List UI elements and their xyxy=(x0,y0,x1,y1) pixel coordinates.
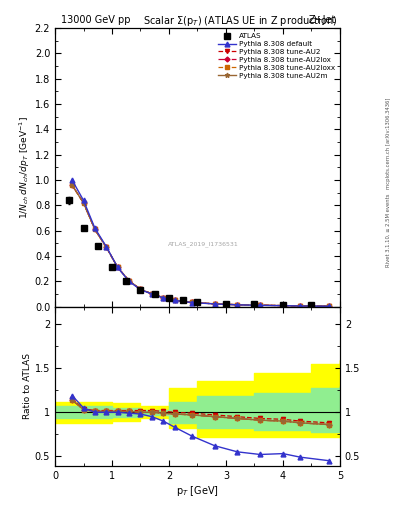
Text: Z+Jet: Z+Jet xyxy=(309,14,336,25)
Text: mcplots.cern.ch [arXiv:1306.3436]: mcplots.cern.ch [arXiv:1306.3436] xyxy=(386,98,391,189)
X-axis label: p$_{T}$ [GeV]: p$_{T}$ [GeV] xyxy=(176,483,219,498)
Text: Scalar $\Sigma$(p$_T$) (ATLAS UE in Z production): Scalar $\Sigma$(p$_T$) (ATLAS UE in Z pr… xyxy=(143,14,337,28)
Text: ATLAS_2019_I1736531: ATLAS_2019_I1736531 xyxy=(168,242,239,247)
Legend: ATLAS, Pythia 8.308 default, Pythia 8.308 tune-AU2, Pythia 8.308 tune-AU2lox, Py: ATLAS, Pythia 8.308 default, Pythia 8.30… xyxy=(215,30,338,81)
Y-axis label: Ratio to ATLAS: Ratio to ATLAS xyxy=(23,353,32,419)
Text: Rivet 3.1.10, ≥ 2.5M events: Rivet 3.1.10, ≥ 2.5M events xyxy=(386,194,391,267)
Text: 13000 GeV pp: 13000 GeV pp xyxy=(61,14,130,25)
Y-axis label: $1/N_{ch}\,dN_{ch}/dp_{T}$ [GeV$^{-1}$]: $1/N_{ch}\,dN_{ch}/dp_{T}$ [GeV$^{-1}$] xyxy=(17,116,32,219)
